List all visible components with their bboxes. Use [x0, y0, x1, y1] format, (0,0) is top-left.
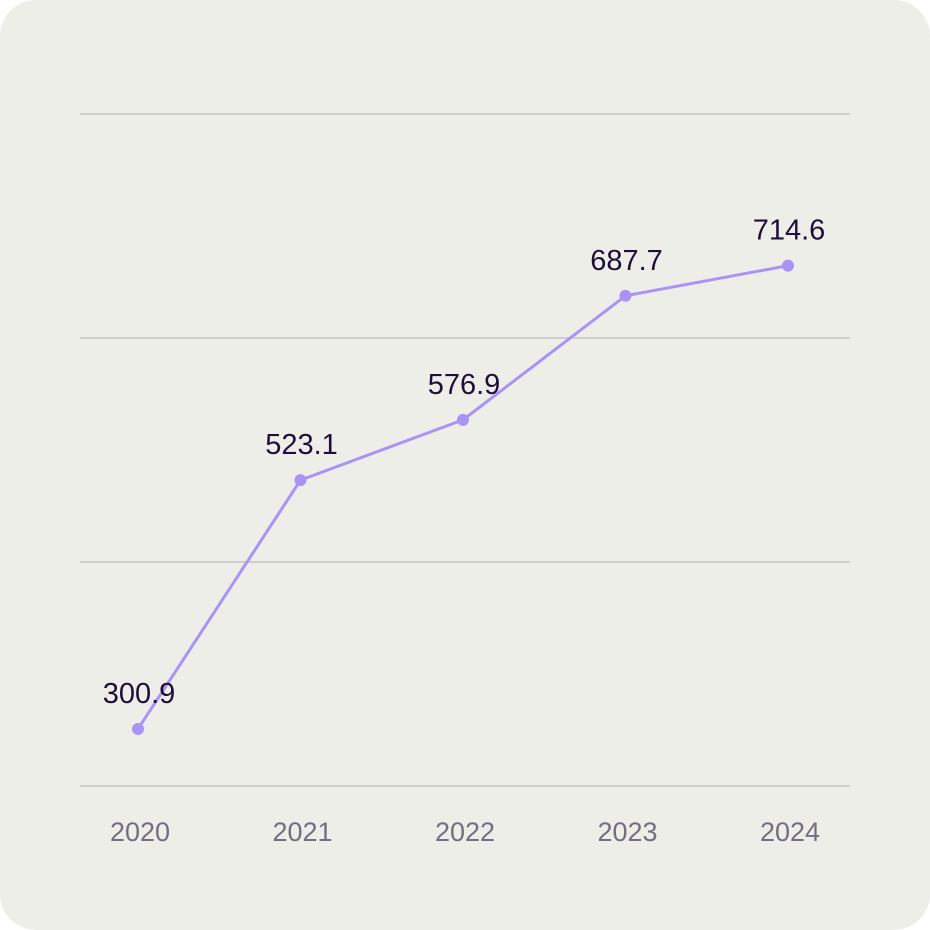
- data-point-2023: [619, 289, 632, 302]
- x-tick-2022: 2022: [435, 817, 495, 847]
- data-labels: 300.9 523.1 576.9 687.7 714.6: [103, 215, 826, 710]
- x-tick-2024: 2024: [760, 817, 820, 847]
- data-point-2021: [294, 474, 307, 487]
- series-group: [132, 259, 794, 735]
- x-tick-2020: 2020: [110, 817, 170, 847]
- x-axis-ticks: 2020 2021 2022 2023 2024: [110, 817, 820, 847]
- x-tick-2021: 2021: [272, 817, 332, 847]
- data-label-2020: 300.9: [103, 678, 176, 710]
- gridlines: [80, 113, 850, 787]
- x-tick-2023: 2023: [597, 817, 657, 847]
- data-label-2023: 687.7: [590, 245, 663, 277]
- data-point-2022: [457, 413, 469, 426]
- data-label-2022: 576.9: [428, 369, 501, 401]
- data-label-2021: 523.1: [265, 429, 338, 461]
- data-point-2024: [782, 259, 794, 272]
- series-line: [136, 264, 790, 731]
- data-label-2024: 714.6: [753, 215, 826, 247]
- data-point-2020: [132, 722, 144, 735]
